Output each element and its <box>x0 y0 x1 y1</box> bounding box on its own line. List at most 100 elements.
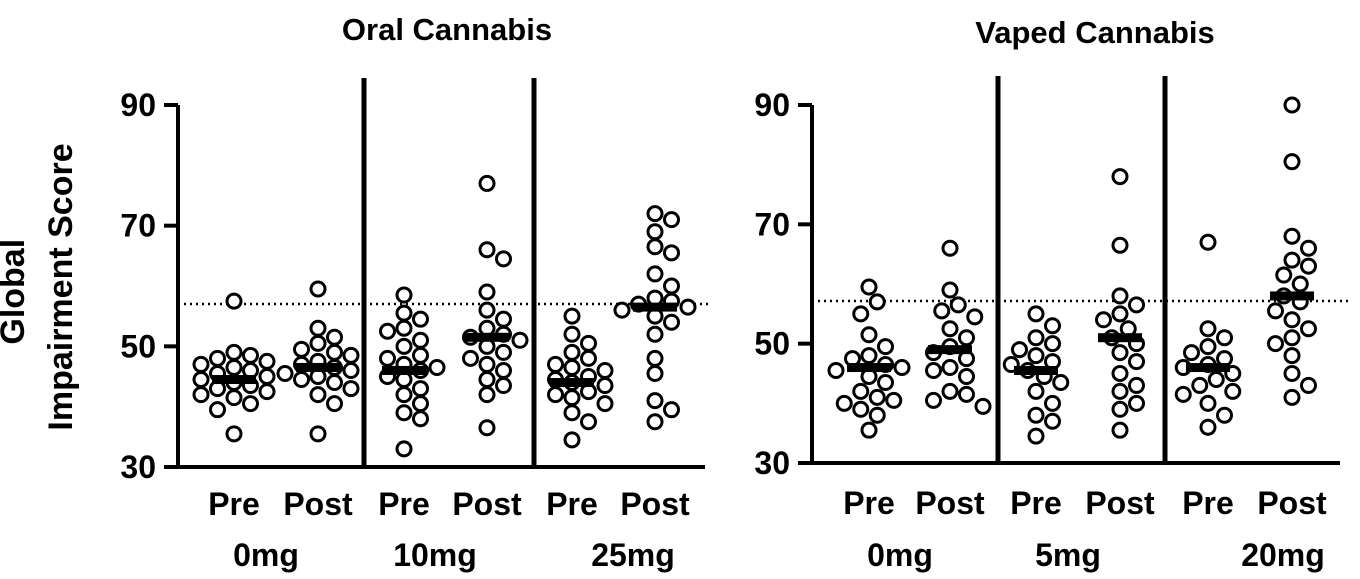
data-point <box>293 371 310 389</box>
data-point <box>860 278 878 296</box>
category-label: Pre <box>546 486 598 522</box>
data-point <box>925 362 942 380</box>
data-point <box>192 355 210 373</box>
data-point <box>478 371 496 389</box>
category-label: Pre <box>1010 485 1062 521</box>
data-point <box>495 250 512 268</box>
data-point <box>1199 418 1217 436</box>
data-point <box>646 265 664 283</box>
y-tick-label: 70 <box>754 206 790 242</box>
data-point <box>1267 302 1284 320</box>
data-point <box>1052 373 1070 391</box>
data-point <box>1044 335 1061 353</box>
data-point <box>852 305 870 323</box>
data-point <box>941 320 959 338</box>
dose-label: 0mg <box>867 537 933 573</box>
data-point <box>1111 305 1129 323</box>
data-point <box>646 413 664 431</box>
data-point <box>1216 329 1233 347</box>
data-point <box>412 310 429 328</box>
data-point <box>379 322 396 340</box>
data-point <box>1044 394 1061 412</box>
y-axis-label-line-2: Impairment Score <box>42 143 80 430</box>
data-point <box>563 389 581 407</box>
data-point <box>1111 236 1129 254</box>
y-axis-label-line-1: Global <box>0 239 32 345</box>
data-point <box>860 347 878 365</box>
data-point <box>309 319 327 337</box>
category-label: Post <box>283 486 353 522</box>
data-point <box>395 286 413 304</box>
data-point <box>868 293 886 311</box>
data-point <box>885 391 903 409</box>
data-point <box>646 325 664 343</box>
data-point <box>1199 233 1217 251</box>
data-point <box>1111 382 1129 400</box>
data-point <box>342 361 360 379</box>
data-point <box>860 421 878 439</box>
category-label: Pre <box>208 486 260 522</box>
data-point <box>1183 344 1200 362</box>
data-point <box>225 389 243 407</box>
data-point <box>1291 275 1309 293</box>
category-label: Pre <box>1182 485 1234 521</box>
mean-bars <box>212 302 677 388</box>
data-point <box>958 385 975 403</box>
y-tick-label: 30 <box>754 445 790 481</box>
data-point <box>852 382 870 400</box>
y-tick-label: 90 <box>754 87 790 123</box>
data-point <box>342 380 360 398</box>
data-point <box>478 241 496 259</box>
dose-label: 20mg <box>1241 537 1325 573</box>
data-point <box>293 340 310 358</box>
data-point <box>941 281 959 299</box>
data-point <box>1111 168 1129 186</box>
data-point <box>511 331 529 349</box>
data-point <box>958 367 975 385</box>
data-point <box>933 302 951 320</box>
data-point <box>1128 394 1145 412</box>
data-point <box>1275 266 1293 284</box>
data-point <box>309 386 327 404</box>
data-point <box>547 386 564 404</box>
data-point <box>258 383 276 401</box>
data-point <box>596 377 614 395</box>
data-point <box>1027 406 1045 424</box>
data-point <box>646 205 664 223</box>
data-point <box>309 425 327 443</box>
data-point <box>412 380 429 398</box>
mean-bar <box>1014 366 1058 376</box>
data-point <box>258 368 276 385</box>
category-label: Post <box>1257 485 1327 521</box>
mean-bar <box>465 332 509 342</box>
data-point <box>1216 406 1233 424</box>
data-point <box>412 331 429 349</box>
data-point <box>225 343 243 361</box>
mean-bar <box>296 362 340 372</box>
data-point <box>580 413 597 431</box>
data-point <box>563 343 581 361</box>
data-point <box>309 334 327 352</box>
data-point <box>242 346 259 364</box>
mean-bar <box>382 365 426 375</box>
data-point <box>258 352 276 370</box>
data-point <box>1283 96 1301 114</box>
panel-title-vaped: Vaped Cannabis <box>975 15 1214 50</box>
data-point <box>663 277 680 295</box>
data-point <box>596 361 614 379</box>
data-point <box>1027 305 1045 323</box>
data-point <box>1128 296 1145 314</box>
data-point <box>580 349 597 367</box>
data-point <box>974 397 992 415</box>
data-point <box>326 395 343 413</box>
data-point <box>663 401 680 419</box>
mean-bar <box>633 302 677 312</box>
data-points <box>827 96 1317 445</box>
mean-bars <box>847 291 1314 376</box>
y-ticks: 30 50 70 90 <box>120 87 178 485</box>
data-point <box>966 308 984 326</box>
data-point <box>395 404 413 422</box>
dose-label: 0mg <box>233 537 299 573</box>
data-point <box>428 358 446 376</box>
data-point <box>478 174 496 192</box>
